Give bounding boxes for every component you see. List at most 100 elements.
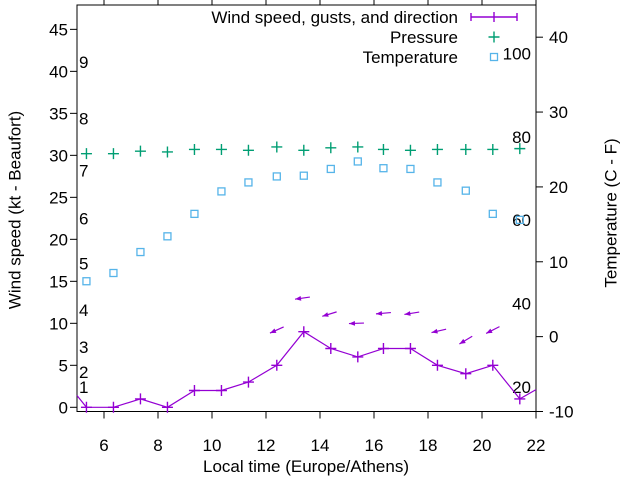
wind-errorbar-symbol bbox=[468, 9, 520, 25]
plus-glyph bbox=[488, 31, 500, 43]
plus-marker bbox=[460, 368, 472, 380]
beaufort-label: 8 bbox=[79, 109, 88, 128]
legend-label-temperature: Temperature bbox=[362, 47, 458, 67]
square-marker bbox=[406, 164, 415, 174]
plus-marker bbox=[460, 143, 472, 155]
square-marker bbox=[299, 171, 308, 180]
y-left-tick-label: 20 bbox=[49, 230, 68, 249]
square-marker bbox=[461, 186, 470, 195]
y-right-tick-label: 10 bbox=[549, 253, 568, 272]
wind-vector-head bbox=[459, 338, 466, 344]
y-left-tick-label: 35 bbox=[49, 104, 68, 123]
fahrenheit-label: 100 bbox=[503, 45, 531, 64]
y-left-tick-label: 15 bbox=[49, 272, 68, 291]
square-marker bbox=[163, 232, 172, 241]
y-left-tick-label: 0 bbox=[59, 398, 68, 417]
fahrenheit-scale-labels: 20 40 60 80 100 bbox=[503, 45, 531, 397]
square-marker bbox=[353, 157, 362, 166]
plus-marker bbox=[325, 142, 337, 154]
y-axis-right-ticks: -10 0 10 20 30 40 bbox=[536, 28, 574, 422]
square-marker bbox=[244, 178, 253, 187]
y-left-tick-label: 30 bbox=[49, 146, 68, 165]
plus-marker bbox=[404, 343, 416, 355]
beaufort-label: 2 bbox=[79, 363, 88, 382]
plus-marker bbox=[352, 351, 364, 363]
plus-marker bbox=[188, 143, 200, 155]
wind-vector-head bbox=[295, 295, 302, 301]
temperature-square-symbol bbox=[468, 49, 520, 65]
plus-marker bbox=[215, 385, 227, 397]
plus-marker bbox=[134, 393, 146, 405]
x-tick-label: 18 bbox=[419, 436, 438, 455]
errorbar-plus-glyph bbox=[470, 12, 518, 22]
plus-marker bbox=[514, 143, 526, 155]
plus-marker bbox=[215, 143, 227, 155]
wind-series bbox=[76, 326, 537, 413]
y-left-tick-label: 45 bbox=[49, 20, 68, 39]
y-left-tick-label: 5 bbox=[59, 356, 68, 375]
square-marker bbox=[433, 178, 442, 187]
plus-marker bbox=[298, 144, 310, 156]
square-marker bbox=[109, 268, 118, 278]
y-left-tick-label: 10 bbox=[49, 314, 68, 333]
square-marker bbox=[136, 247, 145, 257]
x-tick-label: 12 bbox=[257, 436, 276, 455]
x-tick-label: 16 bbox=[365, 436, 384, 455]
y-right-tick-label: -10 bbox=[549, 403, 574, 422]
square-marker bbox=[190, 209, 199, 219]
beaufort-label: 1 bbox=[79, 378, 88, 397]
plus-marker bbox=[242, 144, 254, 156]
wind-vector-head bbox=[375, 310, 383, 316]
y-right-tick-label: 20 bbox=[549, 178, 568, 197]
fahrenheit-label: 20 bbox=[512, 378, 531, 397]
square-marker bbox=[379, 164, 388, 173]
plus-marker bbox=[352, 141, 364, 153]
y-left-tick-label: 25 bbox=[49, 188, 68, 207]
x-tick-label: 8 bbox=[153, 436, 162, 455]
beaufort-label: 4 bbox=[79, 301, 88, 320]
plus-marker bbox=[134, 145, 146, 157]
wind-speed-line bbox=[76, 330, 537, 408]
beaufort-label: 9 bbox=[79, 53, 88, 72]
beaufort-scale-labels: 12 3 4 5 6 7 8 9 bbox=[79, 53, 88, 397]
plus-marker bbox=[377, 143, 389, 155]
wind-vector-head bbox=[431, 328, 438, 334]
beaufort-label: 5 bbox=[79, 255, 88, 274]
plus-marker bbox=[514, 393, 526, 405]
pressure-plus-symbol bbox=[468, 29, 520, 45]
legend-item-wind: Wind speed, gusts, and direction bbox=[0, 7, 520, 27]
wind-vector-head bbox=[322, 312, 329, 317]
x-axis-title: Local time (Europe/Athens) bbox=[203, 457, 409, 476]
plus-marker bbox=[107, 401, 119, 413]
fahrenheit-label: 40 bbox=[512, 295, 531, 314]
plus-marker bbox=[271, 141, 283, 153]
plus-marker bbox=[161, 146, 173, 158]
legend-item-pressure: Pressure bbox=[0, 27, 520, 47]
fahrenheit-label: 80 bbox=[512, 128, 531, 147]
beaufort-label: 3 bbox=[79, 338, 88, 357]
legend-label-wind: Wind speed, gusts, and direction bbox=[211, 7, 458, 27]
x-tick-label: 6 bbox=[99, 436, 108, 455]
y-axis-left-title: Wind speed (kt - Beaufort) bbox=[5, 110, 25, 310]
plot-border bbox=[76, 4, 537, 412]
plus-marker bbox=[298, 326, 310, 338]
x-tick-label: 10 bbox=[203, 436, 222, 455]
square-marker bbox=[326, 164, 335, 174]
plus-marker bbox=[487, 143, 499, 155]
x-tick-label: 20 bbox=[473, 436, 492, 455]
plus-marker bbox=[487, 359, 499, 371]
plus-marker bbox=[431, 359, 443, 371]
square-marker bbox=[272, 172, 281, 181]
beaufort-label: 6 bbox=[79, 209, 88, 228]
plus-marker bbox=[404, 144, 416, 156]
wind-direction-vectors bbox=[269, 295, 500, 345]
plus-marker bbox=[271, 359, 283, 371]
plus-marker bbox=[161, 401, 173, 413]
plus-marker bbox=[242, 376, 254, 388]
y-left-tick-label: 40 bbox=[49, 62, 68, 81]
y-right-tick-label: 40 bbox=[549, 28, 568, 47]
plus-marker bbox=[80, 401, 92, 413]
wind-vector-head bbox=[404, 311, 411, 316]
wind-vector-head bbox=[348, 320, 356, 326]
